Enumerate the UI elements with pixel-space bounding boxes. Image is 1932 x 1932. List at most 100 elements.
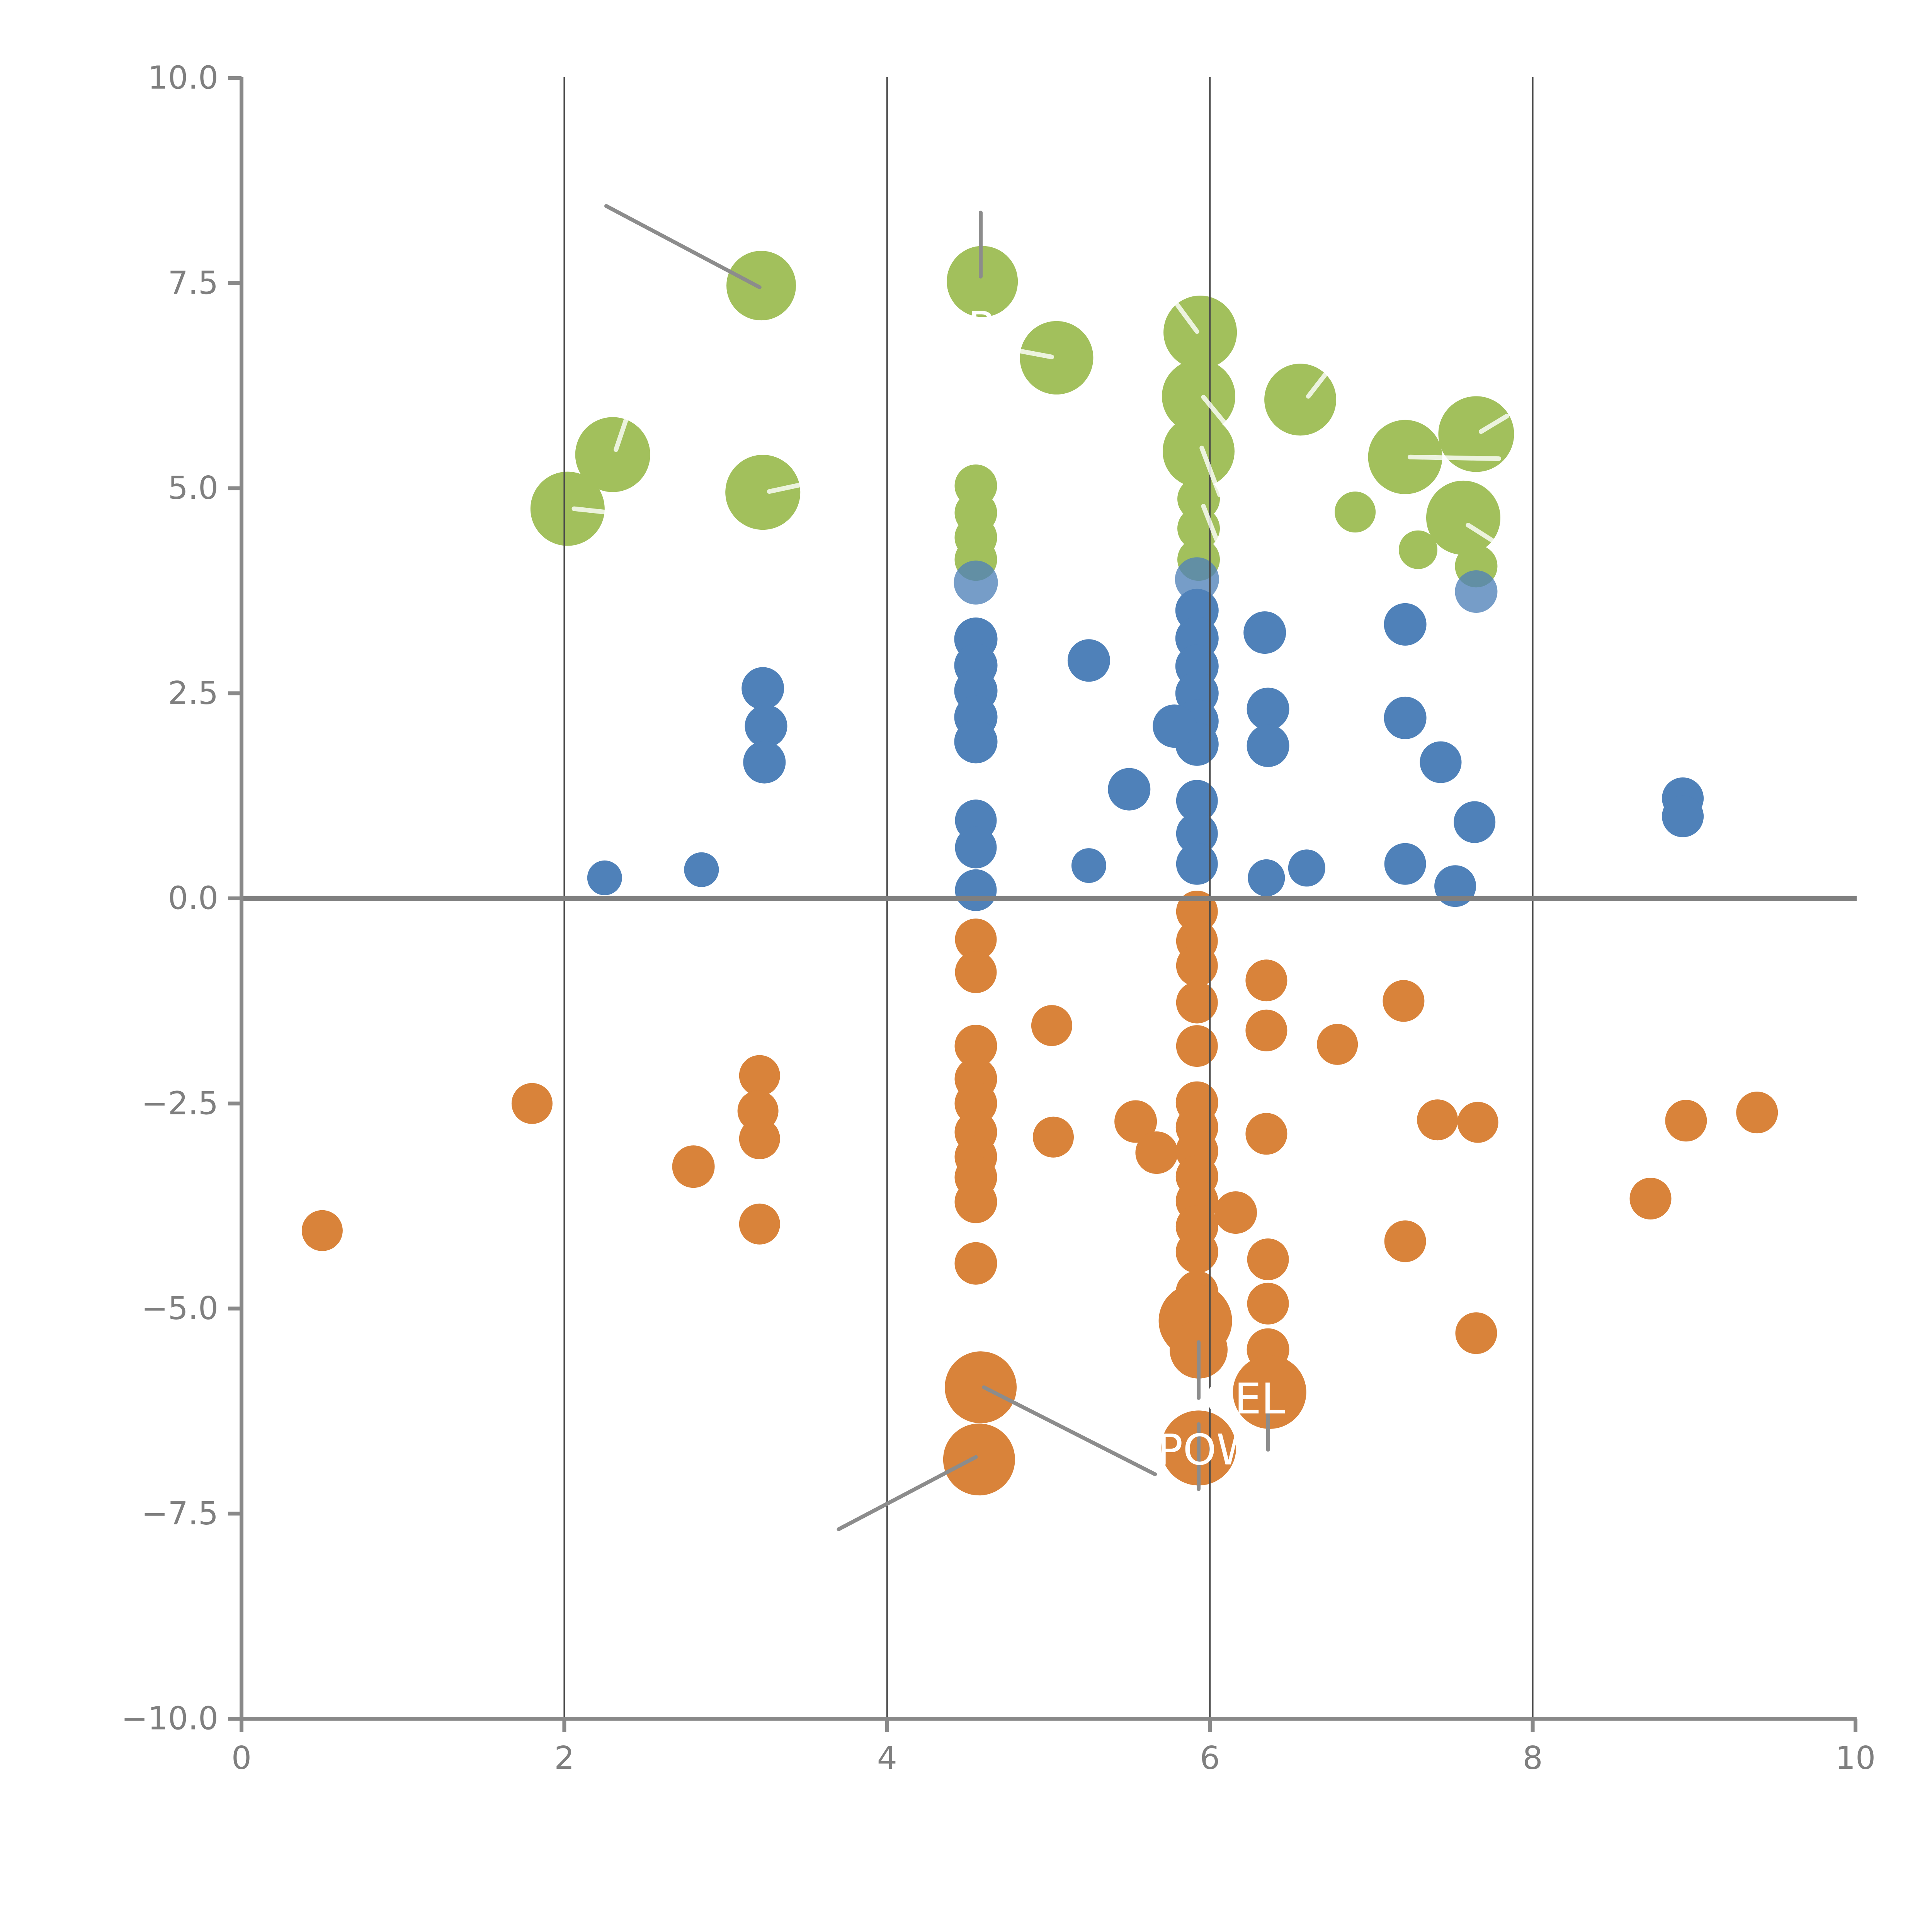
scatter-point-orange-47[interactable] [1665,1100,1707,1142]
annotation-leader-white-10 [767,483,803,494]
scatter-point-orange-43[interactable] [1457,1102,1498,1143]
scatter-point-orange-51[interactable] [672,1145,715,1188]
scatter-point-orange-46[interactable] [1629,1178,1672,1219]
annotation-label-r: R [968,303,997,352]
scatter-point-green-10[interactable] [1163,296,1237,369]
scatter-point-orange-41[interactable] [1383,980,1425,1022]
scatter-point-green-1[interactable] [575,417,650,492]
scatter-point-orange-11[interactable] [943,1423,1015,1496]
scatter-point-blue-31[interactable] [1248,859,1285,896]
scatter-point-orange-35[interactable] [1245,959,1287,1002]
x-tick-label-8: 8 [1523,1740,1543,1777]
scatter-point-blue-34[interactable] [1455,570,1498,613]
scatter-point-blue-30[interactable] [1247,724,1289,767]
annotation-leader-white-8 [614,418,628,452]
scatter-point-orange-15[interactable] [1135,1131,1178,1174]
scatter-point-orange-1[interactable] [955,951,997,993]
annotation-leader-gray-3 [837,1455,978,1531]
scatter-point-orange-42[interactable] [1417,1099,1458,1141]
scatter-point-orange-0[interactable] [955,918,997,961]
scatter-point-blue-10[interactable] [684,852,719,887]
scatter-point-blue-33[interactable] [1384,603,1427,646]
scatter-point-orange-50[interactable] [511,1083,553,1124]
scatter-point-orange-48[interactable] [1736,1092,1778,1134]
annotation-leader-white-3 [1201,504,1219,542]
scatter-point-green-0[interactable] [530,471,605,546]
annotation-leader-gray-0 [604,204,762,289]
scatter-point-green-21[interactable] [1426,480,1500,555]
scatter-point-blue-22[interactable] [1176,780,1218,822]
scatter-point-blue-7[interactable] [955,827,997,869]
scatter-point-orange-14[interactable] [1114,1100,1157,1143]
scatter-point-blue-35[interactable] [1384,696,1427,739]
scatter-point-orange-55[interactable] [739,1203,780,1245]
scatter-point-orange-52[interactable] [739,1055,780,1096]
scatter-point-blue-0[interactable] [954,560,998,605]
scatter-point-green-2[interactable] [725,455,801,530]
scatter-point-blue-28[interactable] [1243,611,1286,654]
scatter-point-green-17[interactable] [1335,492,1376,533]
scatter-point-orange-13[interactable] [1033,1116,1074,1158]
annotation-leader-white-1 [1201,395,1240,440]
scatter-point-orange-36[interactable] [1245,1009,1287,1051]
scatter-point-blue-24[interactable] [1176,843,1218,885]
x-tick-label-0: 0 [231,1740,252,1777]
scatter-point-blue-11[interactable] [742,667,784,710]
scatter-point-orange-2[interactable] [954,1025,997,1068]
scatter-point-blue-23[interactable] [1176,813,1218,855]
scatter-point-blue-5[interactable] [954,720,998,764]
scatter-point-orange-16[interactable] [1176,891,1218,932]
scatter-point-orange-28[interactable] [1214,1191,1257,1234]
scatter-point-orange-9[interactable] [954,1242,997,1285]
x-tick-label-6: 6 [1200,1740,1220,1777]
scatter-point-blue-14[interactable] [1175,557,1219,602]
annotation-leader-white-7 [1466,523,1497,544]
scatter-point-orange-49[interactable] [301,1210,343,1251]
scatter-point-blue-32[interactable] [1288,849,1325,887]
y-tick-label--2.5: −2.5 [141,1085,218,1122]
scatter-point-orange-37[interactable] [1245,1113,1287,1155]
scatter-point-orange-54[interactable] [739,1118,780,1159]
scatter-point-orange-27[interactable] [1175,1231,1218,1273]
scatter-point-orange-19[interactable] [1176,981,1218,1024]
scatter-point-orange-18[interactable] [1176,945,1218,987]
scatter-point-blue-36[interactable] [1420,741,1462,783]
y-tick-label--7.5: −7.5 [141,1495,218,1532]
scatter-point-orange-10[interactable] [945,1351,1017,1423]
scatter-point-green-12[interactable] [1163,415,1235,487]
scatter-point-blue-21[interactable] [1153,704,1196,748]
scatter-point-orange-20[interactable] [1176,1025,1218,1067]
scatter-point-orange-40[interactable] [1317,1024,1358,1065]
scatter-point-blue-26[interactable] [1108,768,1151,811]
scatter-point-blue-9[interactable] [587,860,622,895]
scatter-point-blue-8[interactable] [955,869,997,911]
scatter-point-blue-27[interactable] [1071,848,1106,883]
scatter-point-blue-13[interactable] [743,741,786,784]
scatter-point-blue-41[interactable] [1662,795,1704,837]
scatter-point-blue-25[interactable] [1067,639,1110,682]
y-tick-label-10: 10.0 [148,60,218,97]
annotation-leader-white-2 [1199,446,1222,497]
scatter-point-blue-29[interactable] [1247,687,1289,730]
scatter-point-orange-39[interactable] [1247,1282,1289,1325]
scatter-point-orange-44[interactable] [1384,1220,1426,1262]
y-tick-label-5: 5.0 [168,470,218,507]
x-tick-label-2: 2 [554,1740,574,1777]
scatter-point-blue-38[interactable] [1384,843,1426,885]
x-tick-label-10: 10 [1835,1740,1876,1777]
scatter-point-blue-37[interactable] [1454,801,1496,843]
scatter-point-orange-8[interactable] [954,1180,997,1223]
y-tick-label-0: 0.0 [168,880,218,917]
scatter-point-blue-12[interactable] [745,705,787,748]
scatter-point-orange-12[interactable] [1031,1005,1072,1046]
annotation-label-cel: CEL [1205,1374,1285,1423]
scatter-point-green-4[interactable] [947,246,1018,317]
scatter-point-orange-38[interactable] [1247,1238,1289,1281]
scatter-point-green-20[interactable] [1399,530,1437,569]
scatter-point-orange-45[interactable] [1455,1312,1497,1354]
scatter-point-green-3[interactable] [726,251,796,321]
scatter-point-green-5[interactable] [1020,321,1094,395]
scatter-point-green-18[interactable] [1368,420,1442,494]
scatter-point-green-19[interactable] [1438,396,1514,472]
